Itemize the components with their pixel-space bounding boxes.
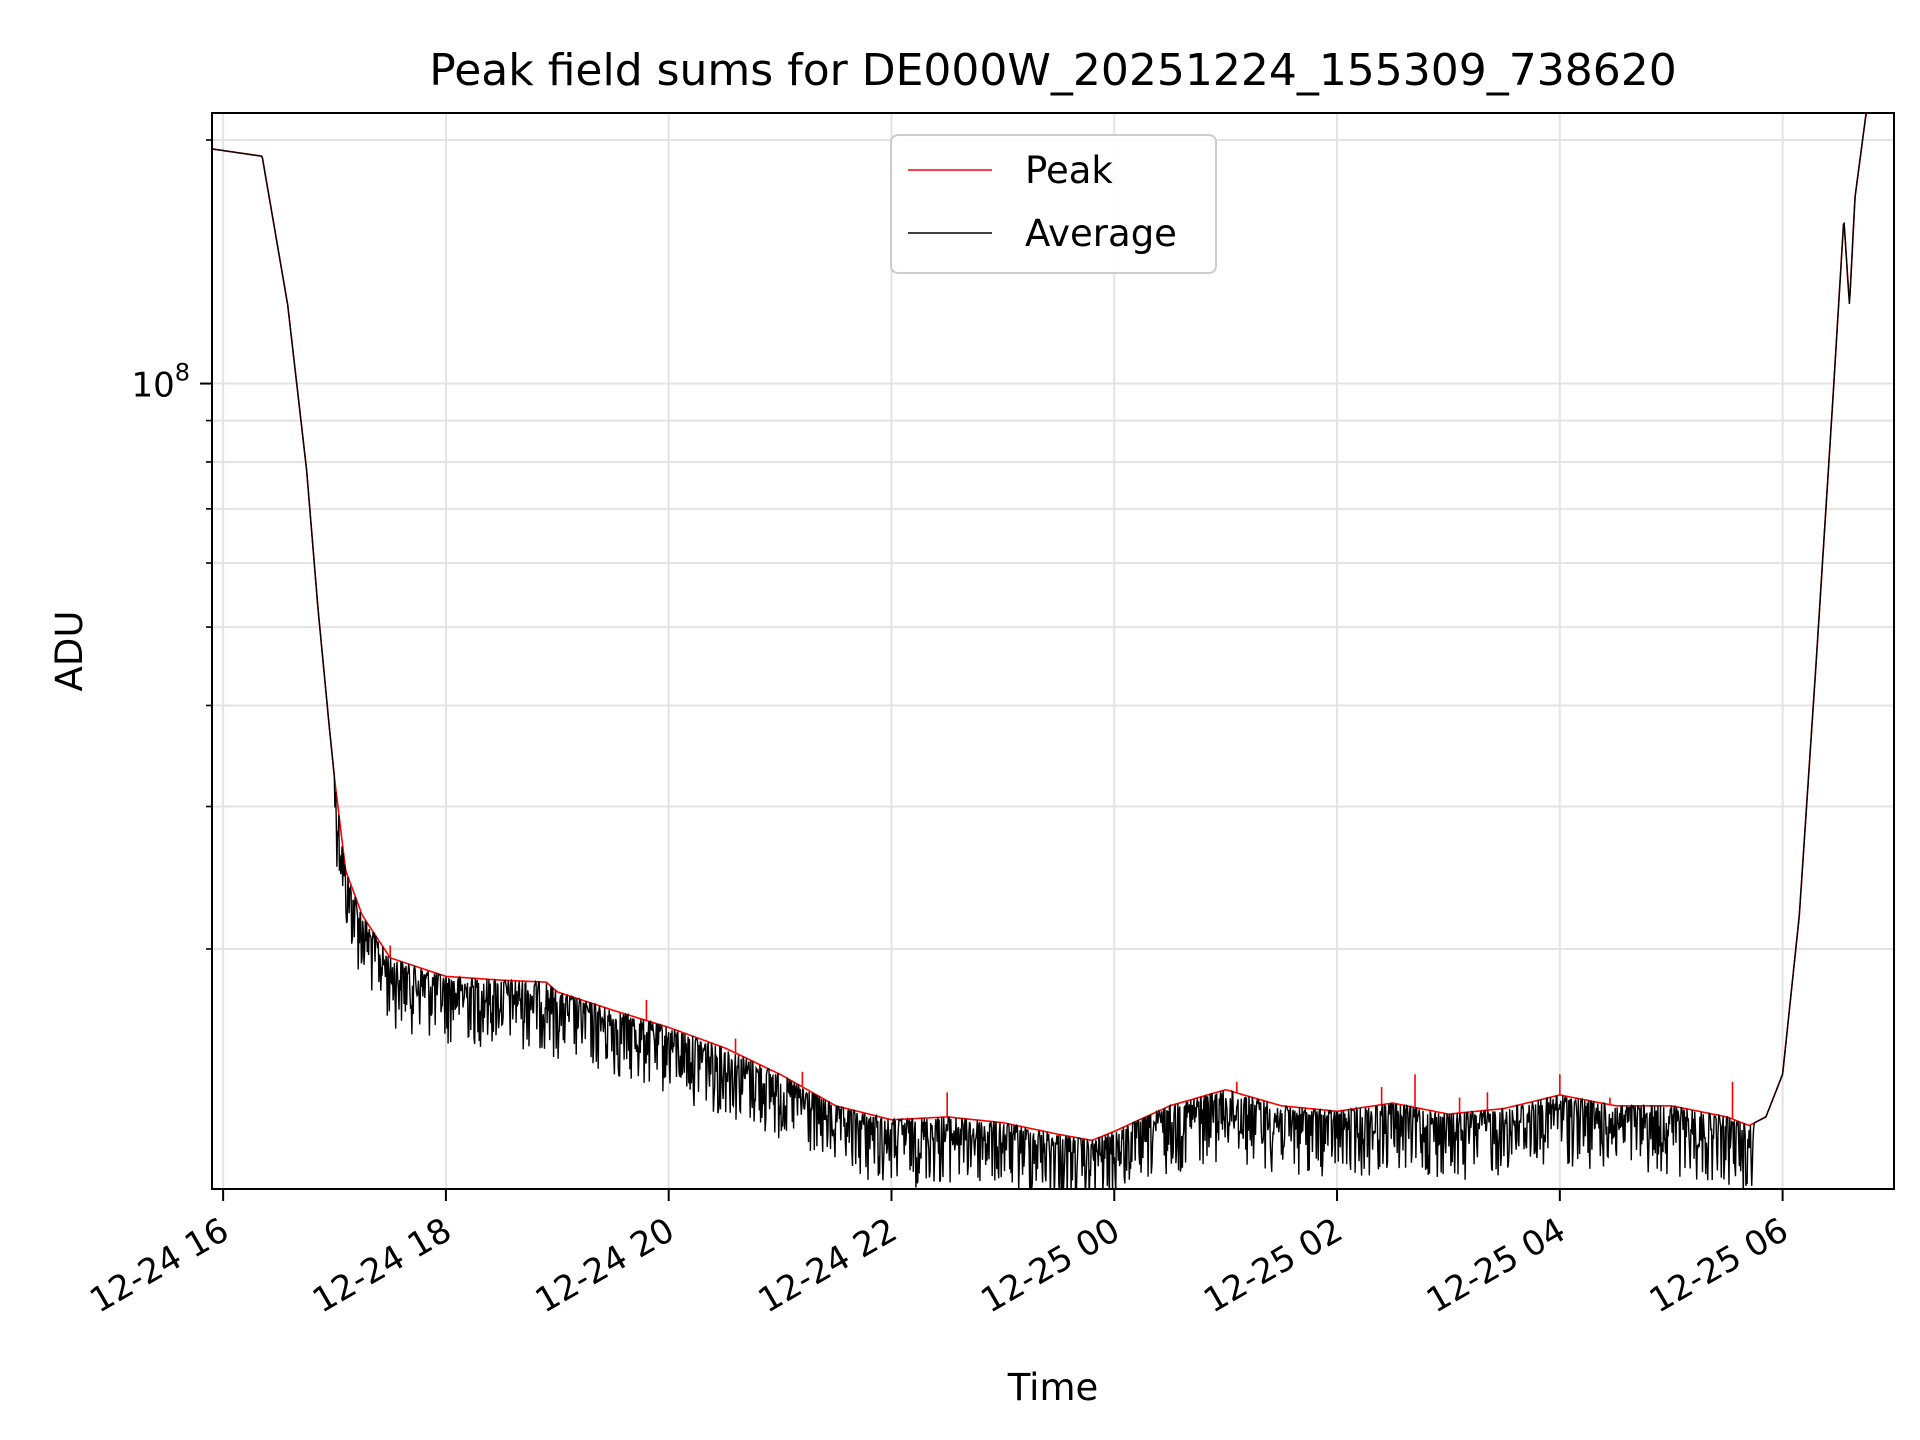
peak-series-line: [212, 113, 1894, 1142]
legend: Peak Average: [890, 134, 1217, 274]
grid-lines: [212, 113, 1894, 1189]
y-axis-label: ADU: [48, 611, 91, 692]
legend-average-label: Average: [1025, 212, 1177, 255]
x-axis-label: Time: [1007, 1366, 1099, 1409]
legend-peak-label: Peak: [1025, 149, 1113, 192]
plot-area: [212, 113, 1894, 1189]
average-series-line: [212, 113, 1894, 1189]
chart-title: Peak field sums for DE000W_20251224_1553…: [429, 45, 1677, 96]
series-group: [212, 113, 1894, 1189]
axes-frame: [211, 112, 1895, 1190]
